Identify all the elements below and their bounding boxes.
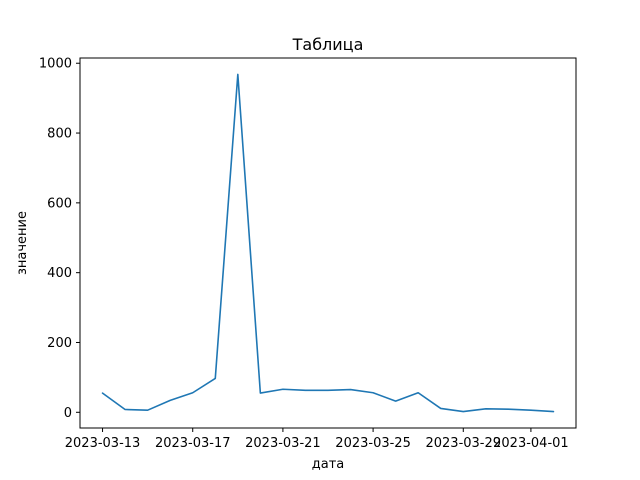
y-tick-label: 200	[47, 336, 72, 351]
y-tick-label: 400	[47, 266, 72, 281]
y-tick-label: 800	[47, 127, 72, 142]
x-tick-label: 2023-03-25	[335, 436, 411, 451]
y-tick-label: 0	[64, 406, 72, 421]
x-tick-label: 2023-03-29	[425, 436, 501, 451]
y-axis-ticks: 0 200 400 600 800 1000	[39, 57, 80, 421]
y-tick-label: 600	[47, 196, 72, 211]
x-tick-label: 2023-03-13	[65, 436, 141, 451]
series-line	[101, 73, 555, 413]
plot-frame	[79, 57, 577, 429]
y-tick-label: 1000	[39, 57, 72, 72]
y-axis-label: значение	[15, 211, 30, 275]
plot-area	[80, 58, 576, 428]
x-tick-label: 2023-03-17	[155, 436, 231, 451]
x-axis-ticks: 2023-03-13 2023-03-17 2023-03-21 2023-03-25…	[65, 428, 569, 451]
x-tick-label: 2023-03-21	[245, 436, 321, 451]
x-axis-label: дата	[312, 457, 345, 472]
chart-title: Таблица	[292, 35, 364, 54]
series-layer	[101, 73, 555, 413]
x-tick-label: 2023-04-01	[493, 436, 569, 451]
